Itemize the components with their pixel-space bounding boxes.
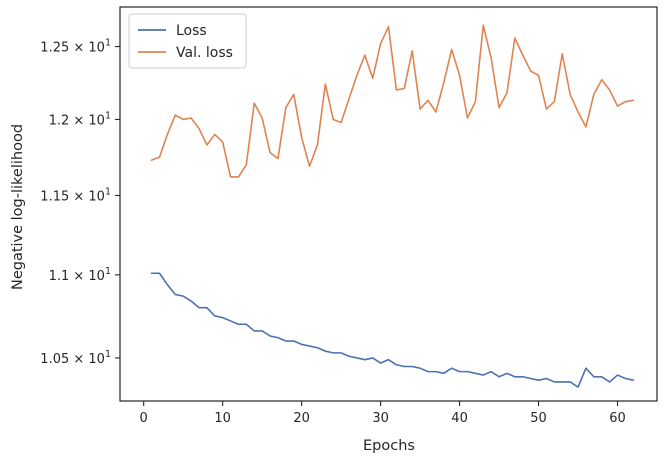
series-line-val-loss [150, 24, 635, 178]
x-tick-label: 60 [609, 411, 626, 426]
y-tick-label: 1.05 × 101 [40, 349, 111, 367]
axes: 0 10 20 30 40 50 60 1.05 × 101 1.1 × 101 1.15 × 1… [40, 6, 658, 426]
legend-label: Loss [176, 23, 207, 39]
y-tick-label: 1.15 × 101 [40, 186, 111, 204]
x-tick-label: 30 [372, 411, 389, 426]
y-tick-label: 1.25 × 101 [40, 38, 111, 56]
axes-frame [119, 6, 658, 402]
x-tick-label: 20 [293, 411, 310, 426]
y-tick-label: 1.2 × 101 [49, 110, 111, 128]
y-axis-label: Negative log-likelihood [10, 124, 26, 290]
x-tick-label: 40 [451, 411, 468, 426]
series-line-loss [150, 272, 635, 388]
x-tick-label: 50 [530, 411, 547, 426]
legend: Loss Val. loss [128, 13, 247, 69]
x-tick-label: 10 [214, 411, 231, 426]
legend-label: Val. loss [176, 45, 233, 61]
plot-area [150, 24, 635, 388]
legend-box [128, 13, 247, 69]
x-axis-label: Epochs [363, 438, 415, 454]
x-tick-label: 0 [140, 411, 148, 426]
y-tick-label: 1.1 × 101 [49, 266, 111, 284]
axis-labels: Epochs Negative log-likelihood [10, 124, 415, 454]
